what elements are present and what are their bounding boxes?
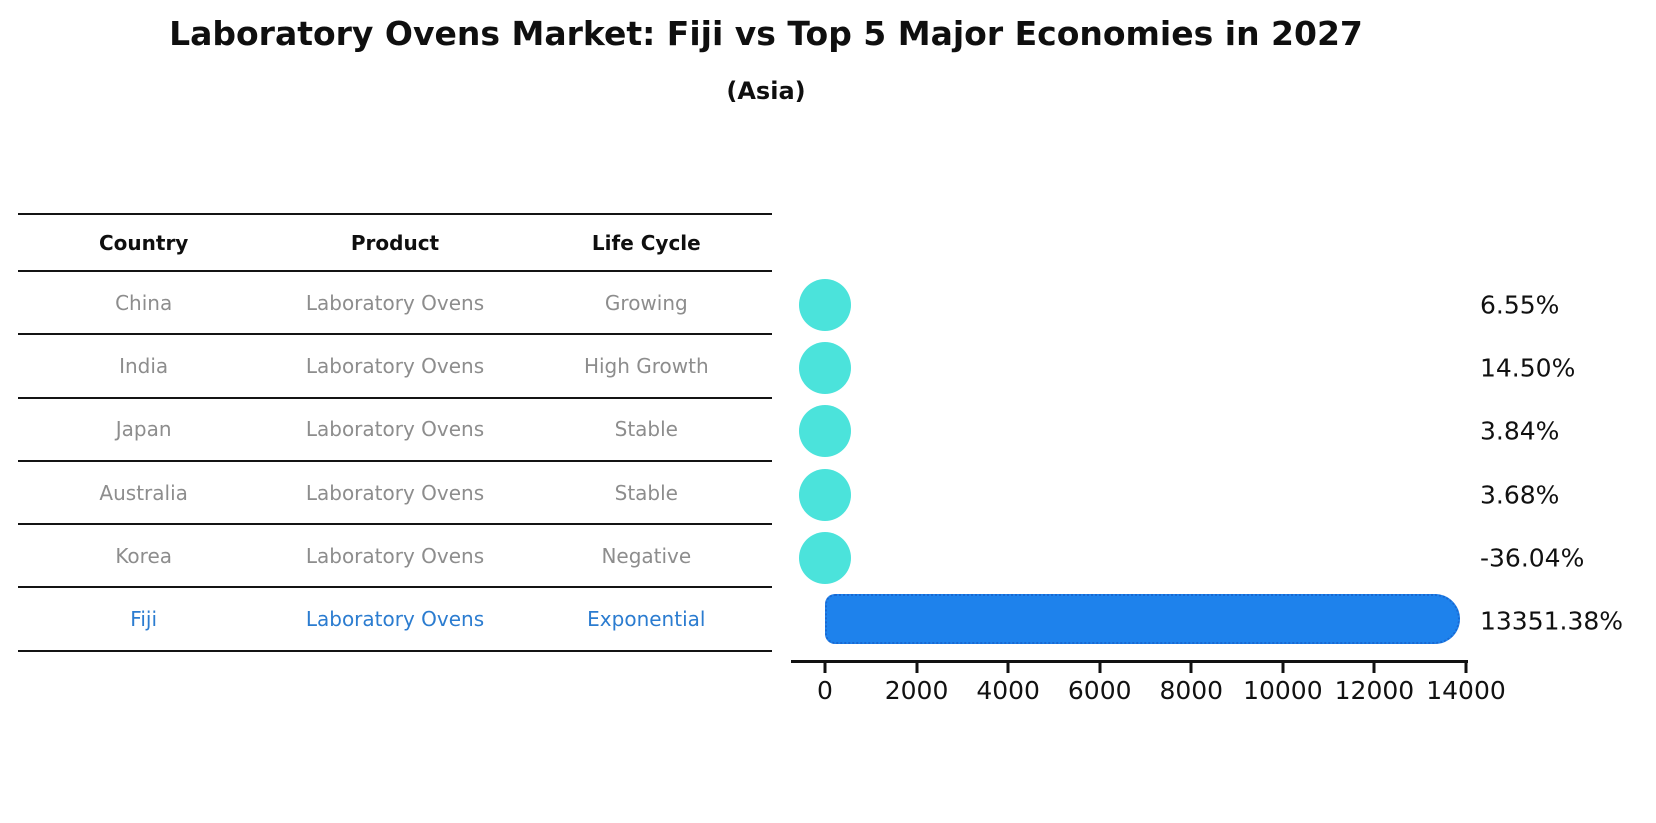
table-cell-product: Laboratory Ovens <box>305 417 485 442</box>
table-cell-country: Japan <box>115 417 172 442</box>
table-cell-country: Korea <box>115 543 173 568</box>
dot-marker <box>799 278 851 331</box>
column-header-life-cycle: Life Cycle <box>591 230 701 255</box>
table-body: China Laboratory Ovens Growing India Laborat… <box>18 272 772 652</box>
value-label: 3.84% <box>1480 416 1560 446</box>
x-axis-tick <box>1098 663 1102 673</box>
value-label: -36.04% <box>1480 543 1585 573</box>
chart-title: Laboratory Ovens Market: Fiji vs Top 5 M… <box>169 14 1363 53</box>
x-axis-tick <box>915 663 919 673</box>
dot-marker <box>799 468 851 521</box>
table-cell-life-cycle: Stable <box>614 417 678 442</box>
x-axis-tick <box>1189 663 1193 673</box>
x-axis-tick <box>823 663 827 673</box>
table-cell-product: Laboratory Ovens <box>305 480 485 505</box>
value-label: 6.55% <box>1480 290 1560 320</box>
dot-marker <box>799 341 851 394</box>
table-cell-product: Laboratory Ovens <box>305 290 485 315</box>
table-cell-life-cycle: Exponential <box>587 607 706 632</box>
table-row: Korea Laboratory Ovens Negative <box>18 525 772 589</box>
table-cell-country: Fiji <box>130 607 158 632</box>
x-axis-tick-label: 2000 <box>884 676 949 705</box>
table-cell-life-cycle: Negative <box>601 543 692 568</box>
x-axis-tick <box>1464 663 1468 673</box>
dot-marker <box>799 531 851 584</box>
table-cell-life-cycle: High Growth <box>583 353 709 378</box>
x-axis-tick <box>1006 663 1010 673</box>
table-header-row: Country Product Life Cycle <box>18 215 772 272</box>
x-axis-tick-label: 0 <box>817 676 833 705</box>
x-axis-tick-label: 14000 <box>1426 676 1506 705</box>
x-axis-tick <box>1281 663 1285 673</box>
table-cell-life-cycle: Stable <box>614 480 678 505</box>
fiji-bar <box>825 594 1461 645</box>
table-row: Australia Laboratory Ovens Stable <box>18 462 772 526</box>
column-header-country: Country <box>98 230 189 255</box>
value-label: 13351.38% <box>1480 606 1624 636</box>
chart-subtitle: (Asia) <box>726 77 806 105</box>
table-row: Fiji Laboratory Ovens Exponential <box>18 588 772 652</box>
table-row: Japan Laboratory Ovens Stable <box>18 399 772 462</box>
x-axis-tick-label: 12000 <box>1334 676 1415 705</box>
value-label: 3.68% <box>1480 480 1560 510</box>
table-cell-product: Laboratory Ovens <box>305 543 485 568</box>
x-axis-tick <box>1372 663 1376 673</box>
x-axis-tick-label: 4000 <box>976 676 1040 705</box>
table-cell-country: China <box>115 290 173 315</box>
table-cell-product: Laboratory Ovens <box>305 353 485 378</box>
table-row: India Laboratory Ovens High Growth <box>18 335 772 399</box>
table-cell-country: India <box>119 353 169 378</box>
table-cell-life-cycle: Growing <box>604 290 688 315</box>
column-header-product: Product <box>350 230 440 255</box>
x-axis-tick-label: 8000 <box>1159 676 1224 705</box>
x-axis-tick-label: 6000 <box>1067 676 1132 705</box>
summary-table: Country Product Life Cycle China Laborato… <box>18 213 772 652</box>
table-cell-country: Australia <box>99 480 188 505</box>
x-axis-spine <box>791 660 1468 663</box>
value-label: 14.50% <box>1480 353 1576 383</box>
dot-marker <box>799 405 851 458</box>
table-cell-product: Laboratory Ovens <box>305 607 485 632</box>
table-row: China Laboratory Ovens Growing <box>18 272 772 336</box>
x-axis-tick-label: 10000 <box>1243 676 1323 705</box>
